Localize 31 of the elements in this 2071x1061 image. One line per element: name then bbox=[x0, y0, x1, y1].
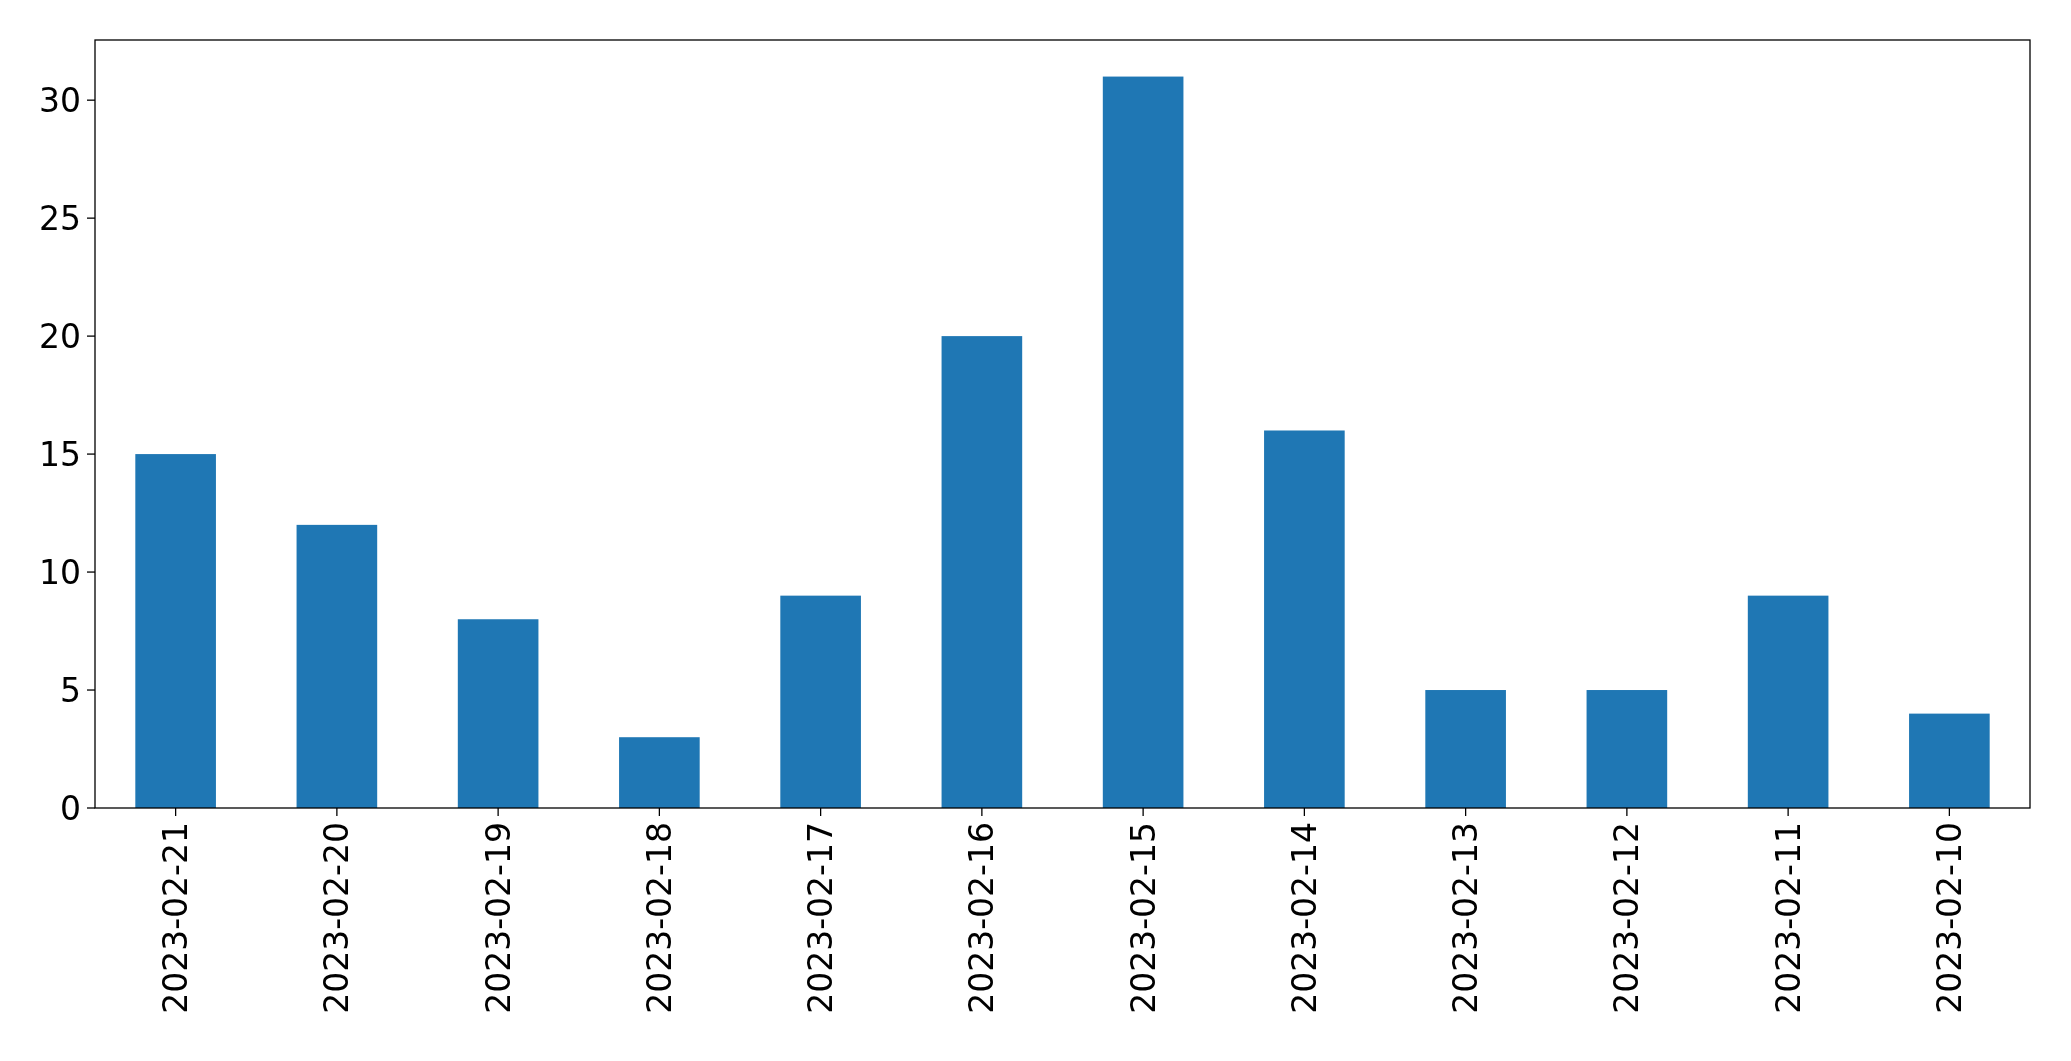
bar bbox=[780, 595, 861, 808]
bar bbox=[457, 619, 539, 808]
y-tick-label: 30 bbox=[39, 80, 81, 120]
x-tick-label: 2023-02-21 bbox=[156, 822, 196, 1014]
x-tick-label: 2023-02-18 bbox=[639, 822, 679, 1014]
x-tick-label: 2023-02-13 bbox=[1446, 822, 1486, 1014]
bar bbox=[1586, 690, 1668, 808]
bar bbox=[1747, 595, 1829, 808]
bar bbox=[1102, 76, 1184, 808]
y-tick-label: 25 bbox=[39, 198, 81, 238]
x-tick-label: 2023-02-20 bbox=[317, 822, 357, 1014]
x-tick-label: 2023-02-17 bbox=[801, 822, 841, 1014]
x-tick-label: 2023-02-19 bbox=[478, 822, 518, 1014]
bar bbox=[1909, 713, 1990, 808]
bar bbox=[941, 336, 1023, 808]
x-tick-label: 2023-02-11 bbox=[1768, 822, 1808, 1014]
bar bbox=[1264, 430, 1345, 808]
x-tick-label: 2023-02-14 bbox=[1284, 822, 1324, 1014]
bar bbox=[1425, 690, 1506, 808]
x-tick-label: 2023-02-10 bbox=[1929, 822, 1969, 1014]
bar bbox=[619, 737, 700, 808]
y-tick-label: 5 bbox=[60, 670, 81, 710]
x-tick-label: 2023-02-12 bbox=[1607, 822, 1647, 1014]
y-tick-label: 0 bbox=[60, 788, 81, 828]
x-tick-label: 2023-02-15 bbox=[1123, 822, 1163, 1014]
y-tick-label: 10 bbox=[39, 552, 81, 592]
bar bbox=[135, 454, 216, 808]
y-tick-label: 15 bbox=[39, 434, 81, 474]
bar bbox=[296, 524, 378, 808]
y-tick-label: 20 bbox=[39, 316, 81, 356]
x-tick-label: 2023-02-16 bbox=[962, 822, 1002, 1014]
